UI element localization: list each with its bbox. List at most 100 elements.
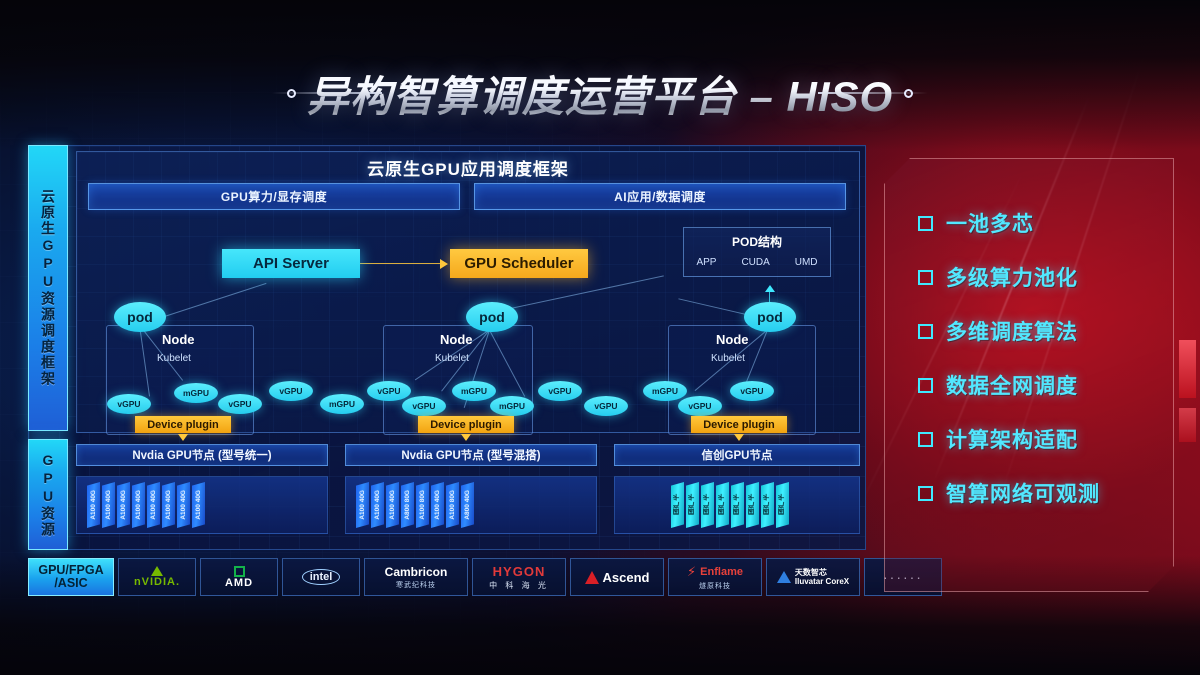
device-plugin-2-arrow [461,434,471,441]
title-deco-dot-left [287,89,296,98]
top-fade [0,0,1200,150]
title-deco-line-left [272,92,382,94]
vgpu-ellipse-3-3[interactable]: vGPU [730,381,774,401]
pod-ellipse-2-label: pod [479,309,505,325]
gpu-card[interactable]: 国产 卡 [716,482,729,528]
gpu-group-2-cards: A100 40G A100 40G A100 40G A800 80G A100… [346,477,596,533]
mgpu-ellipse-3-1-label: mGPU [652,386,678,396]
vgpu-ellipse-1-4[interactable]: vGPU [269,381,313,401]
node-label-2: Node [440,332,473,347]
gpu-card[interactable]: A800 40G [461,482,474,528]
vendor-more[interactable]: ······ [864,558,942,596]
vendor-more-label: ······ [883,569,923,585]
vendor-enflame-sub: 燧原科技 [699,582,731,590]
vendor-iluvatar-sub: Iluvatar CoreX [794,577,850,586]
vendor-ascend-logo-row: Ascend [584,570,649,585]
vgpu-ellipse-3-2-label: vGPU [688,401,712,411]
pod-to-structure-arrow [765,285,775,292]
mgpu-ellipse-2-4[interactable]: mGPU [490,396,534,416]
vendor-hygon[interactable]: HYGON 中 科 海 光 [472,558,566,596]
gpu-group-1-rack: A100 40G A100 40G A100 40G A100 40G A100… [76,476,328,534]
gpu-card[interactable]: A100 40G [147,482,160,528]
gpu-card[interactable]: 国产 卡 [671,482,684,528]
gpu-card[interactable]: 国产 卡 [761,482,774,528]
gpu-group-1-header-label: Nvdia GPU节点 (型号统一) [132,450,272,462]
vgpu-ellipse-1-3[interactable]: vGPU [218,394,262,414]
vendor-iluvatar[interactable]: 天数智芯 Iluvatar CoreX [766,558,860,596]
gpu-card[interactable]: A100 40G [371,482,384,528]
vendor-intel[interactable]: intel [282,558,360,596]
vgpu-ellipse-2-3[interactable]: vGPU [402,396,446,416]
gpu-card[interactable]: 国产 卡 [686,482,699,528]
pod-ellipse-2[interactable]: pod [466,302,518,332]
pod-ellipse-1[interactable]: pod [114,302,166,332]
mgpu-ellipse-1-2[interactable]: mGPU [174,383,218,403]
vendor-iluvatar-logo-row: 天数智芯 Iluvatar CoreX [776,568,850,586]
api-server-box[interactable]: API Server [222,249,360,278]
mgpu-ellipse-2-2[interactable]: mGPU [452,381,496,401]
vendor-nvidia[interactable]: nVIDIA. [118,558,196,596]
feature-item-1[interactable]: 一池多芯 [918,196,1174,250]
vgpu-ellipse-2-6[interactable]: vGPU [584,396,628,416]
vendor-amd[interactable]: AMD [200,558,278,596]
scheduling-bar-ai[interactable]: AI应用/数据调度 [474,183,846,210]
gpu-card[interactable]: 国产 卡 [746,482,759,528]
gpu-card[interactable]: 国产 卡 [731,482,744,528]
gpu-group-1-header: Nvdia GPU节点 (型号统一) [76,444,328,466]
feature-item-3[interactable]: 多维调度算法 [918,304,1174,358]
vgpu-ellipse-2-5[interactable]: vGPU [538,381,582,401]
device-plugin-3-arrow [734,434,744,441]
vendor-ascend[interactable]: Ascend [570,558,664,596]
gpu-card[interactable]: A100 40G [386,482,399,528]
device-plugin-3-label: Device plugin [703,418,775,431]
gpu-card[interactable]: A100 40G [192,482,205,528]
feature-item-5-label: 计算架构适配 [946,429,1078,452]
mgpu-ellipse-3-1[interactable]: mGPU [643,381,687,401]
mgpu-ellipse-1-5[interactable]: mGPU [320,394,364,414]
gpu-card[interactable]: 国产 卡 [701,482,714,528]
feature-item-6[interactable]: 智算网络可观测 [918,466,1174,520]
gpu-card[interactable]: A100 80G [446,482,459,528]
feature-item-2-label: 多级算力池化 [946,267,1078,290]
gpu-card[interactable]: A100 40G [162,482,175,528]
gpu-card[interactable]: A100 40G [431,482,444,528]
feature-item-5[interactable]: 计算架构适配 [918,412,1174,466]
scheduling-bar-compute[interactable]: GPU算力/显存调度 [88,183,460,210]
gpu-card[interactable]: A100 40G [177,482,190,528]
vgpu-ellipse-3-2[interactable]: vGPU [678,396,722,416]
sidebar-tab-framework[interactable]: 云原生GPU资源调度框架 [28,145,68,431]
vendor-cambricon[interactable]: Cambricon 寒武纪科技 [364,558,468,596]
gpu-card[interactable]: A100 40G [356,482,369,528]
device-plugin-1[interactable]: Device plugin [135,416,231,433]
gpu-card[interactable]: A100 80G [416,482,429,528]
gpu-card[interactable]: A100 40G [117,482,130,528]
gpu-card[interactable]: A100 40G [87,482,100,528]
pod-structure-item-app: APP [696,257,717,268]
gpu-card[interactable]: A100 40G [132,482,145,528]
device-plugin-2[interactable]: Device plugin [418,416,514,433]
device-plugin-3[interactable]: Device plugin [691,416,787,433]
feature-item-2[interactable]: 多级算力池化 [918,250,1174,304]
feature-item-4[interactable]: 数据全网调度 [918,358,1174,412]
page-title-wrapper: 异构智算调度运营平台 – HISO [0,62,1200,124]
api-to-scheduler-line [360,263,442,264]
vgpu-ellipse-1-4-label: vGPU [279,386,303,396]
vgpu-ellipse-1-1[interactable]: vGPU [107,394,151,414]
vendor-enflame[interactable]: ⚡ Enflame 燧原科技 [668,558,762,596]
vendor-enflame-logo-row: ⚡ Enflame [687,564,743,580]
gpu-card[interactable]: A100 40G [102,482,115,528]
gpu-scheduler-box[interactable]: GPU Scheduler [450,249,588,278]
vgpu-ellipse-2-1[interactable]: vGPU [367,381,411,401]
feature-panel-accent-bar-1 [1179,340,1196,398]
node-label-1: Node [162,332,195,347]
vendor-nvidia-label: nVIDIA. [133,576,181,588]
feature-item-6-label: 智算网络可观测 [946,483,1100,506]
ascend-icon [584,570,599,584]
sidebar-tab-resource[interactable]: GPU资源 [28,439,68,550]
gpu-card[interactable]: A800 80G [401,482,414,528]
mgpu-ellipse-1-2-label: mGPU [183,388,209,398]
pod-ellipse-3[interactable]: pod [744,302,796,332]
feature-item-3-label: 多维调度算法 [946,321,1078,344]
gpu-card[interactable]: 国产 卡 [776,482,789,528]
vendor-intel-label: intel [301,569,341,585]
